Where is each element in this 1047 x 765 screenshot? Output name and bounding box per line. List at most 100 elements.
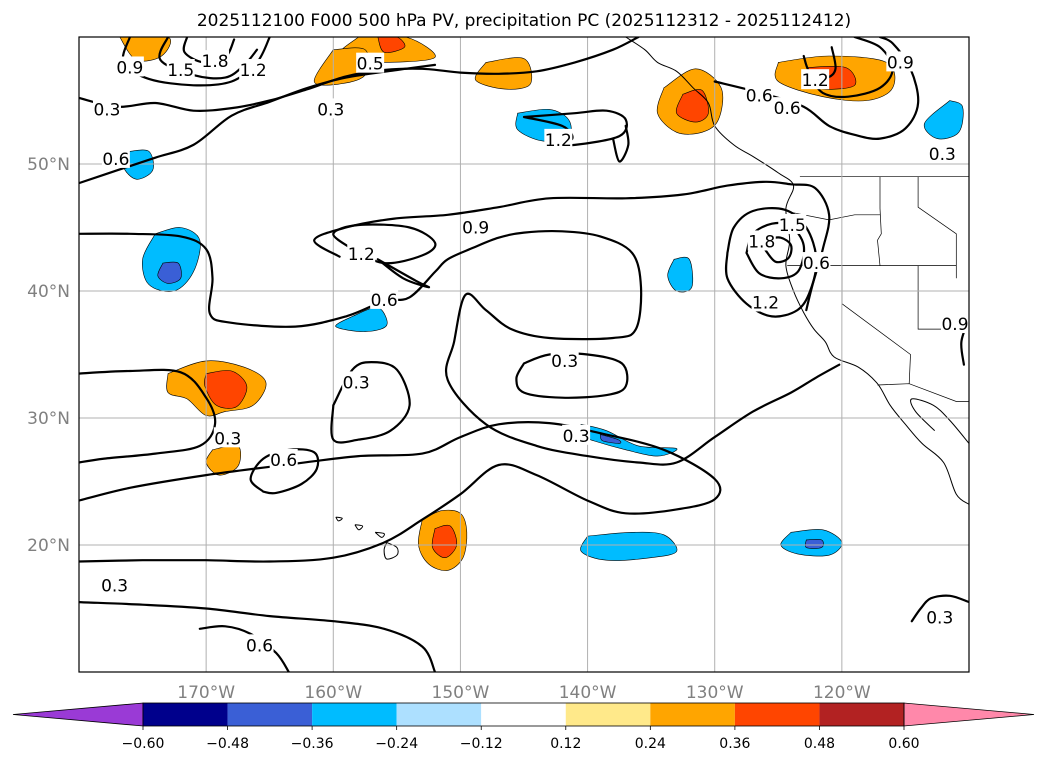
- colorbar-segment: [481, 703, 566, 726]
- contour-label-bg: [886, 51, 915, 72]
- precip-region-canada-blob: [923, 100, 964, 140]
- contour-label-bg: [342, 371, 371, 392]
- colorbar-segment: [396, 703, 482, 726]
- pv-contour-0-3: [330, 361, 411, 444]
- latitude-ticks: 20°N 30°N 40°N 50°N: [27, 155, 70, 556]
- contour-label: 0.9: [462, 219, 489, 239]
- precip-region-far-nw: [119, 37, 171, 62]
- pv-contour-0-6: [79, 63, 437, 185]
- contour-label: 0.6: [803, 254, 830, 274]
- contour-label: 0.3: [551, 352, 578, 372]
- map-panel: 0.9 1.5 1.8 1.2 0.3 0.6 0.3 0.5 1.2 0.9 1.2 0.6 0.3 0…: [78, 36, 970, 673]
- pv-contour-0-3: [910, 594, 969, 623]
- contour-label: 0.3: [563, 427, 590, 447]
- contour-labels: 0.9 1.5 1.8 1.2 0.3 0.6 0.3 0.5 1.2 0.9 1.2 0.6 0.3 0…: [92, 50, 970, 656]
- precip-region-offshore-blob: [667, 256, 694, 293]
- contour-label-bg: [550, 349, 579, 370]
- contour-label: 0.3: [101, 577, 128, 597]
- precip-region-bering-top-core: [377, 37, 406, 53]
- map-frame: [78, 36, 970, 673]
- coastline-north-america-coast: [625, 37, 969, 505]
- contour-label: 1.2: [240, 61, 267, 81]
- state-border: [877, 176, 882, 266]
- contour-label-bg: [213, 427, 242, 448]
- colorbar-tick-label: −0.48: [206, 736, 249, 752]
- colorbar-segment: [819, 703, 904, 726]
- contour-label: 1.8: [202, 52, 229, 72]
- colorbar-tick-label: −0.12: [460, 736, 503, 752]
- contour-label: 0.3: [317, 100, 344, 120]
- pv-contour-0-3: [79, 421, 722, 563]
- pv-contour-1-2: [724, 207, 818, 318]
- precip-region-kamchatka-blob: [142, 227, 201, 292]
- colorbar-segment: [143, 703, 228, 726]
- contour-label-bg: [773, 97, 802, 118]
- colorbar-segment: [312, 703, 397, 726]
- pv-contour-0-9: [809, 37, 894, 99]
- colorbar-tick-label: 0.36: [719, 736, 750, 752]
- precip-region-kamchatka-core: [157, 261, 182, 284]
- x-tick-label: 150°W: [432, 683, 490, 703]
- pv-contour-0-6: [249, 448, 320, 495]
- contour-label: 0.3: [929, 145, 956, 165]
- pv-contour-0-3: [79, 368, 217, 464]
- contour-label: 0.5: [357, 55, 384, 75]
- contour-label-bg: [115, 56, 144, 77]
- contour-label: 1.2: [752, 293, 779, 313]
- contour-label-bg: [745, 84, 774, 105]
- contour-label: 0.9: [887, 53, 914, 73]
- contour-label-bg: [269, 448, 298, 469]
- contour-label-bg: [751, 291, 780, 312]
- contour-label: 0.9: [116, 58, 143, 78]
- contour-label-bg: [166, 59, 195, 80]
- contour-label: 0.9: [941, 315, 968, 335]
- colorbar-frame: [142, 702, 905, 727]
- contour-label-bg: [100, 574, 129, 595]
- contour-label: 1.2: [802, 71, 829, 91]
- colorbar-segment: [650, 703, 735, 726]
- x-tick-label: 120°W: [813, 683, 871, 703]
- coastline-hawaii-big: [383, 542, 399, 560]
- colorbar-tick-label: 0.48: [804, 736, 835, 752]
- precip-region-trop-far-east-core: [804, 539, 824, 549]
- contour-label-bg: [802, 252, 831, 273]
- y-tick-label: 30°N: [27, 409, 70, 429]
- state-border: [917, 176, 957, 279]
- contour-label-bg: [925, 606, 954, 627]
- pv-contour-0-9: [313, 180, 831, 312]
- contour-label-bg: [201, 50, 230, 71]
- contour-label: 0.6: [746, 86, 773, 106]
- contour-label-bg: [928, 142, 957, 163]
- pv-contour-0-9: [611, 124, 630, 163]
- colorbar-tick-label: 0.12: [550, 736, 581, 752]
- precip-region-trop-east-blob: [580, 531, 678, 561]
- contour-label-bg: [92, 98, 121, 119]
- colorbar: −0.60 −0.48 −0.36 −0.24 −0.12 0.12 0.24 0.36 0.4…: [12, 702, 1035, 752]
- contour-label-bg: [544, 128, 573, 149]
- colorbar-tick-label: 0.60: [888, 736, 919, 752]
- precip-region-subtropic-west-core: [204, 370, 248, 409]
- colorbar-segment: [734, 703, 820, 726]
- pv-contour-0-6: [79, 229, 841, 466]
- contour-label-bg: [245, 634, 274, 655]
- coastline-hawaii-oahu: [354, 524, 364, 531]
- coastlines: [335, 37, 969, 560]
- pv-contour-0-3: [79, 601, 437, 672]
- coastline-baja-gulf: [910, 398, 969, 444]
- pv-contour-0-6: [198, 625, 290, 672]
- colorbar-segment: [565, 703, 651, 726]
- y-tick-label: 40°N: [27, 282, 70, 302]
- y-tick-label: 20°N: [27, 536, 70, 556]
- pv-contour-0-9: [376, 258, 431, 289]
- contour-label-bg: [239, 59, 268, 80]
- contour-label-bg: [356, 52, 385, 73]
- contour-label: 1.5: [779, 216, 806, 236]
- coastline-hawaii-maui: [374, 531, 385, 538]
- pv-contour-1-2: [332, 223, 437, 265]
- x-tick-label: 130°W: [686, 683, 744, 703]
- contour-label: 1.2: [348, 245, 375, 265]
- gridlines: [79, 37, 969, 672]
- x-tick-label: 140°W: [559, 683, 617, 703]
- contour-label-bg: [316, 98, 345, 119]
